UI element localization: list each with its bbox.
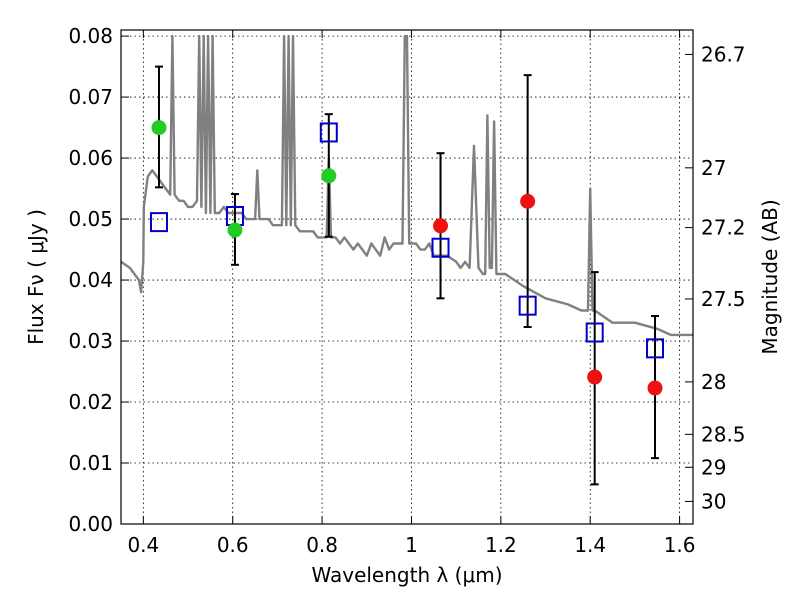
y-tick-label: 0.08 [68, 24, 113, 48]
x-axis-label: Wavelength λ (μm) [311, 563, 502, 587]
y-tick-label: 0.02 [68, 390, 113, 414]
magnitude-tick-label: 29 [701, 455, 726, 479]
y-tick-label: 0.05 [68, 207, 113, 231]
x-tick-label: 1.4 [574, 533, 606, 557]
y-tick-labels: 0.00 0.01 0.02 0.03 0.04 0.05 0.06 0.07 0.08 [68, 24, 113, 536]
dropout-point [433, 218, 449, 234]
y-tick-label: 0.00 [68, 512, 113, 536]
magnitude-tick-label: 27.5 [701, 287, 746, 311]
template-spectrum [120, 34, 693, 337]
y-tick-label: 0.04 [68, 268, 113, 292]
observed-points [151, 120, 663, 396]
model-points [149, 122, 665, 359]
y-tick-label: 0.03 [68, 329, 113, 353]
y-tick-label: 0.06 [68, 146, 113, 170]
magnitude-axis-label: Magnitude (AB) [758, 199, 782, 354]
magnitude-tick-label: 28.5 [701, 422, 746, 446]
detection-point [227, 222, 243, 238]
magnitude-tick-label: 27.2 [701, 216, 746, 240]
detection-point [151, 120, 167, 136]
y-tick-label: 0.01 [68, 451, 113, 475]
plot-frame [120, 29, 694, 525]
x-tick-labels: 0.4 0.6 0.8 1 1.2 1.4 1.6 [127, 533, 695, 557]
magnitude-tick-label: 28 [701, 370, 726, 394]
x-tick-label: 1.2 [485, 533, 517, 557]
model-point [585, 322, 604, 343]
magnitude-tick-label: 30 [701, 489, 726, 513]
x-tick-label: 0.6 [217, 533, 249, 557]
x-tick-label: 1.6 [664, 533, 696, 557]
dropout-point [647, 380, 663, 396]
model-point [319, 122, 338, 143]
magnitude-tick-label: 26.7 [701, 42, 746, 66]
y-tick-label: 0.07 [68, 85, 113, 109]
axis-ticks [121, 30, 693, 525]
x-tick-label: 0.8 [306, 533, 338, 557]
dropout-point [587, 369, 603, 385]
magnitude-tick-labels: 26.7 27 27.2 27.5 28 28.5 29 30 [701, 42, 746, 513]
model-point [518, 295, 537, 316]
model-point [149, 212, 168, 233]
magnitude-tick-label: 27 [701, 156, 726, 180]
dropout-point [520, 193, 536, 209]
y-axis-label: Flux Fν ( μJy ) [24, 209, 48, 345]
model-point [646, 338, 665, 359]
model-point [431, 237, 450, 258]
x-tick-label: 0.4 [127, 533, 159, 557]
template-line [120, 34, 693, 337]
x-tick-label: 1 [405, 533, 418, 557]
detection-point [321, 168, 337, 184]
